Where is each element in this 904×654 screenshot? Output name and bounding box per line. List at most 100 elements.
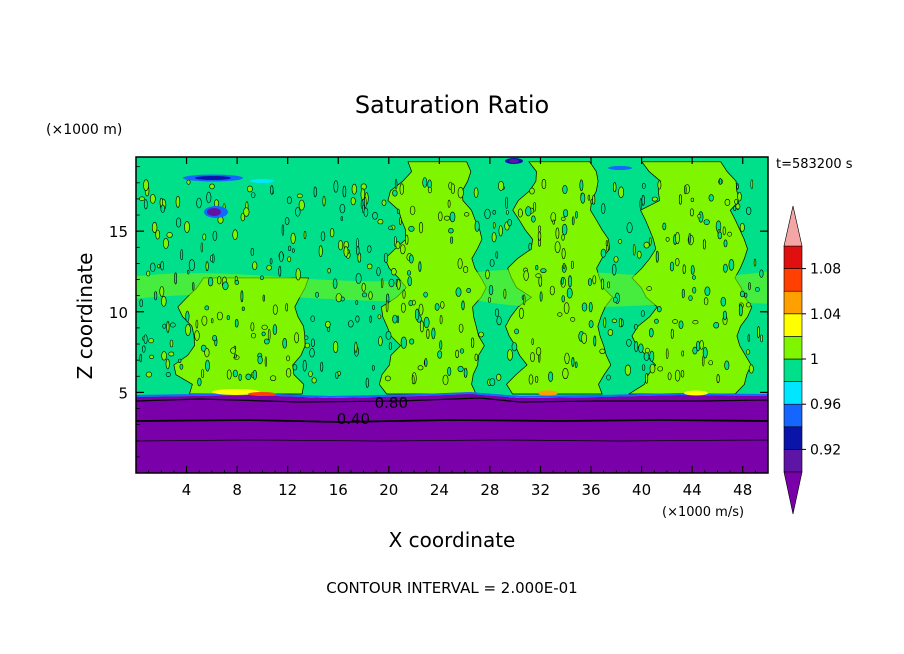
contour-speck: [320, 361, 324, 372]
contour-speck: [407, 276, 412, 287]
contour-speck: [187, 269, 190, 275]
contour-speck: [624, 364, 632, 376]
contour-speck: [270, 185, 274, 195]
contour-speck: [492, 222, 496, 229]
colorbar-under-arrow: [783, 471, 803, 515]
colorbar-tick-label: 0.92: [810, 442, 841, 458]
contour-speck: [399, 217, 402, 226]
contour-speck: [262, 294, 265, 302]
x-tick-label: 40: [632, 481, 651, 499]
contour-speck: [148, 338, 154, 344]
contour-speck: [457, 258, 463, 269]
contour-speck: [657, 366, 664, 372]
contour-speck: [530, 352, 535, 363]
contour-speck: [143, 199, 148, 210]
contour-speck: [412, 299, 416, 306]
contour-speck: [728, 259, 735, 271]
contour-speck: [757, 326, 760, 339]
contour-speck: [250, 333, 257, 339]
contour-speck: [169, 339, 174, 348]
contour-speck: [423, 291, 428, 298]
x-axis-unit: (×1000 m/s): [662, 505, 744, 520]
contour-speck: [618, 186, 624, 198]
contour-speck: [394, 178, 398, 190]
contour-speck: [143, 179, 149, 191]
contour-speck: [739, 222, 745, 232]
contour-speck: [201, 315, 208, 326]
contour-speck: [226, 369, 232, 380]
x-tick-label: 12: [278, 481, 297, 499]
contour-speck: [537, 225, 541, 232]
contour-speck: [450, 236, 454, 244]
contour-speck: [720, 296, 726, 307]
contour-speck: [355, 273, 362, 284]
contour-speck: [192, 281, 195, 291]
contour-speck: [723, 239, 728, 248]
x-tick-label: 16: [329, 481, 348, 499]
contour-speck: [139, 299, 143, 308]
contour-speck: [343, 246, 349, 257]
contour-speck: [240, 212, 246, 222]
contour-speck: [541, 178, 547, 190]
contour-speck: [252, 261, 258, 271]
contour-speck: [292, 364, 298, 371]
boundary-blue-band: [136, 391, 768, 399]
contour-speck: [168, 351, 175, 357]
contour-speck: [384, 375, 391, 382]
contour-speck: [295, 207, 301, 217]
contour-speck: [322, 195, 326, 207]
contour-speck: [704, 286, 711, 296]
contour-speck: [753, 258, 757, 267]
contour-speck: [447, 199, 451, 208]
x-axis-ticks: 4 8 12 16 20 24 28 32 36 40 44 48: [148, 157, 756, 499]
contour-speck: [697, 213, 702, 219]
contour-speck: [506, 210, 509, 215]
contour-speck: [639, 198, 642, 210]
contour-speck: [409, 338, 415, 345]
contour-speck: [593, 335, 597, 347]
contour-speck: [735, 203, 741, 210]
contour-specks: [138, 177, 764, 388]
contour-speck: [286, 355, 291, 362]
contour-speck: [325, 320, 331, 328]
contour-speck: [290, 232, 296, 244]
contour-speck: [339, 203, 346, 214]
contour-speck: [690, 265, 695, 275]
contour-speck: [232, 229, 238, 240]
contour-speck: [535, 273, 542, 278]
contour-speck: [645, 372, 649, 384]
contour-speck: [138, 196, 145, 201]
contour-speck: [335, 371, 339, 379]
contour-speck: [745, 302, 752, 308]
contour-speck: [234, 353, 237, 359]
contour-speck: [365, 377, 369, 388]
contour-speck: [442, 374, 449, 386]
x-tick-label: 32: [531, 481, 550, 499]
colorbar-over-arrow: [783, 205, 803, 247]
contour-speck: [496, 373, 502, 381]
contour-speck: [634, 341, 639, 353]
contour-speck: [434, 303, 440, 311]
contour-speck: [205, 359, 210, 372]
contour-speck: [400, 336, 407, 349]
contour-speck: [740, 290, 745, 298]
contour-speck: [534, 375, 539, 383]
contour-speck: [377, 219, 384, 225]
contour-speck: [160, 261, 165, 271]
contour-labels: 0.80 0.40: [337, 394, 408, 428]
contour-speck: [703, 297, 709, 306]
contour-speck: [390, 268, 397, 276]
contour-speck: [723, 263, 728, 273]
contour-speck: [419, 320, 424, 333]
contour-speck: [170, 322, 176, 328]
contour-speck: [665, 348, 669, 360]
contour-speck: [427, 186, 432, 194]
contour-speck: [717, 231, 722, 240]
y-tick-label: 15: [109, 223, 128, 241]
contour-speck: [681, 288, 685, 299]
contour-speck: [272, 304, 278, 315]
contour-speck: [640, 310, 646, 317]
contour-speck: [302, 359, 307, 372]
chart-title: Saturation Ratio: [355, 91, 549, 119]
contour-speck: [535, 265, 539, 271]
